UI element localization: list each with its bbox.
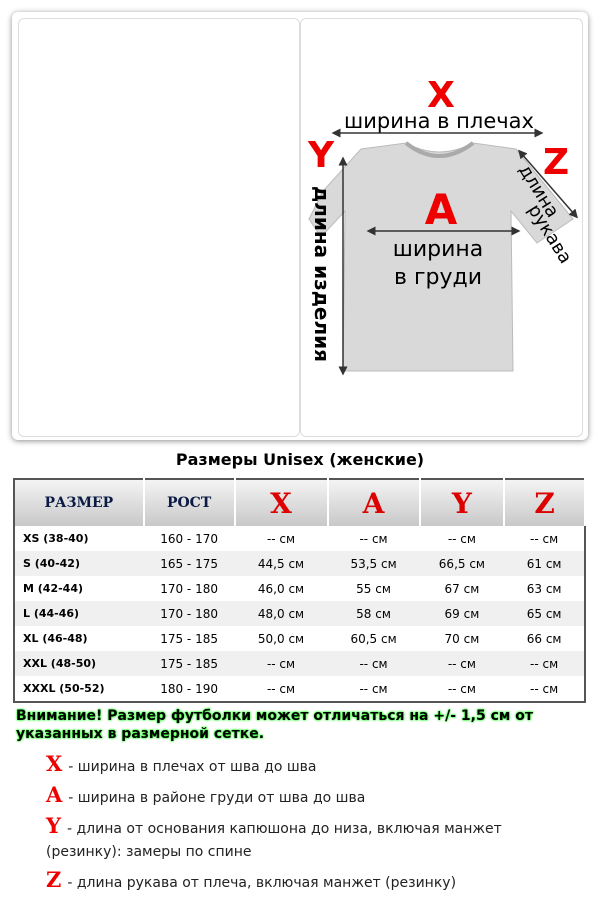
table-cell: 160 - 170: [160, 531, 218, 546]
table-cell: 175 - 185: [143, 651, 235, 676]
z-letter: Z: [543, 142, 569, 183]
table-cell: 70 см: [444, 631, 480, 646]
table-cell: -- см: [530, 531, 559, 546]
table-cell: 65 см: [504, 601, 585, 626]
table-cell: XXL (48-50): [14, 651, 144, 676]
image-panel: [18, 18, 300, 437]
table-cell: -- см: [234, 651, 328, 676]
table-cell: 69 см: [419, 601, 505, 626]
y-letter: Y: [307, 135, 335, 176]
table-cell: 61 см: [504, 551, 585, 576]
header-cell: Z: [504, 479, 586, 526]
table-cell: -- см: [327, 651, 420, 676]
table-cell: XXXL (50-52): [23, 682, 105, 695]
legend-item: A - ширина в районе груди от шва до шва: [46, 783, 566, 810]
table-cell: 55 см: [356, 581, 391, 596]
table-cell: -- см: [447, 531, 476, 546]
table-cell: 175 - 185: [160, 631, 218, 646]
table-cell: -- см: [504, 651, 585, 676]
table-cell: 180 - 190: [160, 681, 218, 696]
table-cell: 48,0 см: [234, 601, 328, 626]
legend-letter: Y: [46, 813, 61, 838]
legend: X - ширина в плечах от шва до шва A - ширин…: [46, 752, 566, 899]
table-cell: -- см: [447, 681, 476, 696]
legend-text: - ширина в районе груди от шва до шва: [68, 790, 366, 806]
legend-text: - ширина в плечах от шва до шва: [68, 759, 317, 775]
header-cell: РАЗМЕР: [14, 479, 145, 526]
table-cell: 67 см: [444, 581, 480, 596]
table-cell: -- см: [359, 531, 388, 546]
legend-text: - длина от основания капюшона до низа, в…: [46, 821, 502, 860]
legend-item: Z - длина рукава от плеча, включая манжет…: [46, 868, 566, 895]
table-cell: 53,5 см: [327, 551, 420, 576]
table-cell: -- см: [419, 651, 505, 676]
x-letter: X: [427, 75, 455, 116]
table-row: M (42-44) 170 - 180 46,0 см 55 см 67 см 63 см: [14, 576, 585, 601]
table-cell: 170 - 180: [160, 581, 218, 596]
legend-text: - длина рукава от плеча, включая манжет …: [67, 875, 457, 891]
a-letter: A: [425, 185, 458, 234]
table-cell: L (44-46): [14, 601, 144, 626]
table-cell: 50,0 см: [257, 631, 305, 646]
table-cell: 63 см: [526, 581, 562, 596]
table-cell: -- см: [266, 531, 296, 546]
table-row: XXXL (50-52) 180 - 190 -- см -- см -- см -- с…: [14, 676, 585, 702]
table-cell: S (40-42): [14, 551, 144, 576]
table-row: XXL (48-50) 175 - 185 -- см -- см -- см -- см: [14, 651, 585, 676]
table-row: L (44-46) 170 - 180 48,0 см 58 см 69 см 65 см: [14, 601, 585, 626]
a-label: ширина: [393, 237, 484, 262]
table-cell: XS (38-40): [23, 532, 89, 545]
table-cell: -- см: [266, 681, 296, 696]
legend-letter: Z: [46, 867, 62, 892]
legend-letter: X: [46, 751, 63, 776]
table-cell: 60,5 см: [350, 631, 397, 646]
warning: Внимание! Размер футболки может отличать…: [16, 708, 533, 742]
diagram-panel: X ширина в плечах Y длина изделия A шири…: [300, 18, 583, 437]
table-cell: 66,5 см: [419, 551, 505, 576]
size-table: РАЗМЕР РОСТ X A Y Z XS (38-40) 160 - 170 -- см --…: [13, 478, 586, 703]
header-cell: A: [327, 479, 421, 526]
image-card: X ширина в плечах Y длина изделия A шири…: [12, 12, 588, 440]
table-row: S (40-42) 165 - 175 44,5 см 53,5 см 66,5 см 6…: [14, 551, 585, 576]
x-label: ширина в плечах: [344, 109, 534, 133]
table-cell: -- см: [359, 681, 388, 696]
table-cell: 170 - 180: [143, 601, 235, 626]
table-title: Размеры Unisex (женские): [175, 450, 425, 469]
y-label: длина изделия: [310, 186, 334, 362]
table-cell: 66 см: [526, 631, 562, 646]
table-row: XS (38-40) 160 - 170 -- см -- см -- см -- см: [14, 526, 585, 551]
table-row: XL (46-48) 175 - 185 50,0 см 60,5 см 70 см 66…: [14, 626, 585, 651]
table-cell: 58 см: [327, 601, 420, 626]
legend-item: Y- длина от основания капюшона до низа, …: [46, 814, 566, 864]
legend-item: X - ширина в плечах от шва до шва: [46, 752, 566, 779]
table-cell: -- см: [530, 681, 559, 696]
table-cell: 44,5 см: [234, 551, 328, 576]
table-cell: M (42-44): [23, 582, 84, 595]
header-cell: РОСТ: [143, 479, 236, 526]
legend-letter: A: [46, 782, 63, 807]
header-cell: X: [234, 479, 329, 526]
table-cell: XL (46-48): [23, 632, 88, 645]
a-label: в груди: [394, 265, 482, 290]
header-cell: Y: [419, 479, 506, 526]
table-cell: 165 - 175: [143, 551, 235, 576]
header-row: РАЗМЕР РОСТ X A Y Z: [14, 479, 586, 526]
table-cell: 46,0 см: [257, 581, 305, 596]
size-diagram: X ширина в плечах Y длина изделия A шири…: [307, 75, 578, 376]
